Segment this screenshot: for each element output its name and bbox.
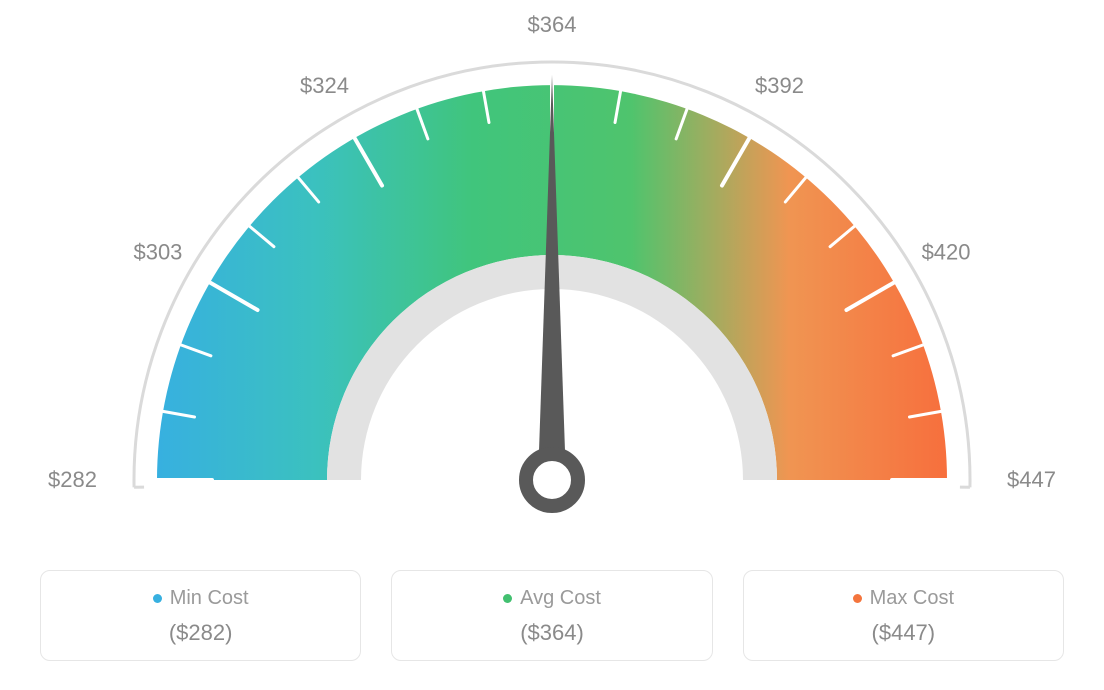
legend-card-max: Max Cost ($447) (743, 570, 1064, 661)
svg-text:$447: $447 (1007, 467, 1056, 492)
legend-card-min: Min Cost ($282) (40, 570, 361, 661)
gauge-svg: $282 $303 $324 $364 $392 $420 $447 (22, 0, 1082, 560)
legend-dot-min (153, 594, 162, 603)
legend-value-min: ($282) (41, 620, 360, 646)
svg-text:$420: $420 (922, 240, 971, 265)
legend-label-max: Max Cost (870, 587, 954, 610)
svg-text:$324: $324 (300, 73, 349, 98)
legend-label-row: Max Cost (853, 587, 954, 610)
gauge-chart: $282 $303 $324 $364 $392 $420 $447 (0, 0, 1104, 560)
legend-label-min: Min Cost (170, 587, 249, 610)
legend-label-row: Min Cost (153, 587, 249, 610)
legend-label-avg: Avg Cost (520, 587, 601, 610)
legend-label-row: Avg Cost (503, 587, 601, 610)
svg-text:$303: $303 (133, 240, 182, 265)
svg-text:$364: $364 (528, 12, 577, 37)
svg-text:$392: $392 (755, 73, 804, 98)
legend-value-max: ($447) (744, 620, 1063, 646)
legend-value-avg: ($364) (392, 620, 711, 646)
legend-dot-max (853, 594, 862, 603)
legend-dot-avg (503, 594, 512, 603)
legend-row: Min Cost ($282) Avg Cost ($364) Max Cost… (0, 570, 1104, 661)
legend-card-avg: Avg Cost ($364) (391, 570, 712, 661)
svg-text:$282: $282 (48, 467, 97, 492)
